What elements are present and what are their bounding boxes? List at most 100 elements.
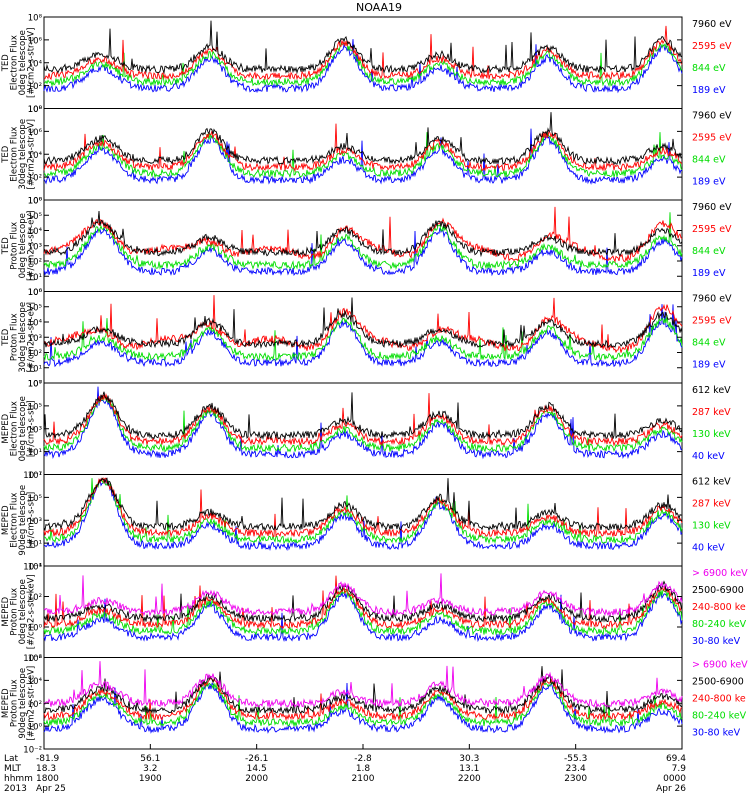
x-tick-label: 18.3 — [36, 764, 56, 774]
y-tick-label: 10¹ — [28, 448, 42, 458]
legend-entry: 189 eV — [692, 85, 726, 96]
y-axis-label: TED — [1, 145, 11, 164]
y-tick-label: 10⁶ — [28, 197, 43, 207]
y-axis-label: MEPED — [1, 413, 11, 443]
y-axis-label: 0deg telescope — [18, 213, 28, 278]
legend-entry: 7960 eV — [692, 202, 732, 213]
legend-entry: 40 keV — [692, 451, 725, 462]
legend-entry: 612 keV — [692, 477, 731, 488]
y-tick-label: 10⁵ — [28, 494, 42, 504]
y-axis-label: Electron Flux — [10, 35, 20, 90]
legend-entry: 130 keV — [692, 429, 731, 440]
y-axis-label: 30deg telescope — [18, 119, 28, 190]
x-tick-label: 3.2 — [143, 764, 157, 774]
legend-entry: 189 eV — [692, 268, 726, 279]
series-trace-3 — [43, 676, 683, 722]
x-tick-label: 2000 — [245, 774, 268, 784]
y-tick-label: 10³ — [28, 334, 42, 344]
x-tick-label: 2100 — [352, 774, 375, 784]
y-tick-label: 10² — [28, 82, 42, 92]
series-trace-4 — [43, 128, 683, 185]
series-trace-5 — [43, 682, 683, 734]
series-trace-2 — [43, 123, 683, 173]
x-row-name: Lat — [4, 754, 19, 764]
y-axis-label: Proton Flux — [10, 222, 20, 270]
y-tick-label: 10² — [28, 349, 42, 359]
y-axis-label: [#/cm2-s-str] — [27, 400, 37, 457]
x-tick-label: 56.1 — [140, 754, 160, 764]
series-trace-3 — [43, 575, 683, 630]
y-axis-label: [#/cm2-s-str-keV] — [27, 574, 37, 649]
x-tick-label: -81.9 — [36, 754, 60, 764]
panel-frame — [43, 108, 683, 201]
legend-entry: > 6900 keV — [692, 660, 748, 671]
series-trace-2 — [43, 580, 683, 624]
x-tick-label: 2200 — [458, 774, 481, 784]
series-trace-3 — [43, 132, 683, 179]
y-axis-label: [#/cm2-s-str-eV] — [27, 28, 37, 98]
series-trace-1 — [43, 477, 683, 532]
legend-entry: 40 keV — [692, 543, 725, 554]
y-axis-label: 30deg telescope — [18, 302, 28, 373]
legend-entry: 2595 eV — [692, 133, 732, 144]
legend-entry: 240-800 ke — [692, 694, 746, 705]
y-axis-label: Electron Flux — [10, 401, 20, 456]
y-tick-label: 10⁰ — [28, 624, 43, 634]
x-tick-label: 0000 — [663, 774, 686, 784]
x-axis-labels: Lat -81.9 56.1 -26.1 -2.8 30.3 -55.3 69.4 MLT 18.… — [4, 744, 686, 794]
series-trace-3 — [44, 478, 683, 545]
y-tick-label: 10² — [28, 258, 42, 268]
x-tick-label: 1800 — [36, 774, 59, 784]
series-trace-1 — [43, 210, 683, 258]
series-trace-3 — [43, 212, 683, 271]
legend-entry: 287 keV — [692, 499, 731, 510]
series-trace-5 — [43, 591, 683, 643]
legend-entry: 7960 eV — [692, 111, 732, 122]
x-tick-label: 2300 — [564, 774, 587, 784]
y-axis-label: TED — [1, 54, 11, 73]
x-tick-label: 13.1 — [459, 764, 479, 774]
x-row-name: 2013 — [4, 784, 27, 794]
y-tick-label: 10⁻¹ — [23, 471, 42, 481]
y-axis-label: [#/cm2-s-str-eV] — [27, 119, 37, 189]
series-trace-1 — [43, 297, 683, 349]
y-axis-label: [#/cm2-s-str-eV] — [27, 211, 37, 281]
legend-entry: 189 eV — [692, 177, 726, 188]
legend-entry: 240-800 ke — [692, 602, 746, 613]
legend-entry: 2595 eV — [692, 224, 732, 235]
legend-entry: 7960 eV — [692, 294, 732, 305]
y-axis-label: 90deg telescope — [18, 485, 28, 556]
y-tick-label: 10⁰ — [28, 723, 43, 733]
y-tick-label: 10⁷ — [28, 471, 43, 481]
x-tick-label: 1900 — [139, 774, 162, 784]
series-trace-4 — [43, 681, 683, 728]
legend-entry: 2595 eV — [692, 41, 732, 52]
x-tick-label: 14.5 — [247, 764, 267, 774]
y-axis-label: Electron Flux — [10, 127, 20, 182]
y-axis-label: Electron Flux — [10, 493, 20, 548]
y-tick-label: 10⁸ — [28, 14, 43, 24]
series-trace-2 — [43, 666, 683, 715]
y-axis-label: 0deg telescope — [18, 396, 28, 461]
y-tick-label: 10³ — [28, 517, 42, 527]
y-axis-label: 0deg telescope — [18, 579, 28, 644]
series-trace-4 — [43, 588, 683, 637]
x-tick-label: 23.4 — [566, 764, 586, 774]
y-tick-label: 10² — [28, 593, 42, 603]
y-tick-label: 10³ — [28, 242, 42, 252]
panel-frame — [43, 291, 683, 384]
legend-entry: 844 eV — [692, 338, 726, 349]
y-tick-label: 10² — [28, 700, 42, 710]
y-axis-label: [#/cm2-s-str-keV] — [27, 666, 37, 741]
y-axis-label: MEPED — [1, 596, 11, 626]
panel-frame — [43, 199, 683, 292]
